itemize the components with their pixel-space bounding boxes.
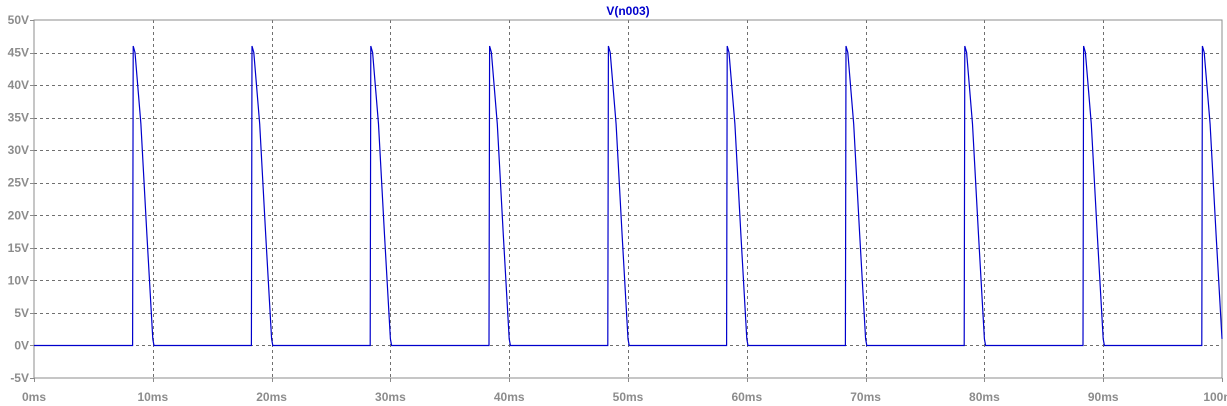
- x-tick-label: 60ms: [731, 390, 762, 404]
- series-line-v-n003: [34, 45, 1223, 347]
- x-tick-label: 0ms: [22, 390, 46, 404]
- y-tick-label: 0V: [14, 338, 29, 352]
- y-tick-label: 30V: [8, 143, 29, 157]
- trace-title[interactable]: V(n003): [606, 4, 649, 18]
- grid: [34, 20, 1222, 378]
- trace-layer: [34, 45, 1223, 347]
- y-tick-label: 20V: [8, 208, 29, 222]
- x-tick-label: 20ms: [256, 390, 287, 404]
- x-tick-label: 40ms: [494, 390, 525, 404]
- x-tick-label: 90ms: [1088, 390, 1119, 404]
- y-tick-label: -5V: [10, 371, 29, 385]
- y-tick-label: 10V: [8, 273, 29, 287]
- y-tick-label: 25V: [8, 176, 29, 190]
- x-tick-label: 50ms: [613, 390, 644, 404]
- y-tick-label: 45V: [8, 46, 29, 60]
- x-tick-label: 70ms: [850, 390, 881, 404]
- y-tick-label: 50V: [8, 13, 29, 27]
- x-axis-ticks: 0ms 10ms 20ms 30ms 40ms 50ms 60ms 70ms 80ms 90ms 1…: [22, 378, 1227, 404]
- y-axis-ticks: -5V 0V 5V 10V 15V 20V 25V 30V 35V 40V 45V 50V: [8, 13, 34, 385]
- plot-frame: [33, 19, 1223, 379]
- x-tick-label: 10ms: [137, 390, 168, 404]
- x-tick-label: 100ms: [1203, 390, 1227, 404]
- y-tick-label: 40V: [8, 78, 29, 92]
- y-tick-label: 15V: [8, 241, 29, 255]
- x-tick-label: 80ms: [969, 390, 1000, 404]
- x-tick-label: 30ms: [375, 390, 406, 404]
- y-tick-label: 35V: [8, 111, 29, 125]
- y-tick-label: 5V: [14, 306, 29, 320]
